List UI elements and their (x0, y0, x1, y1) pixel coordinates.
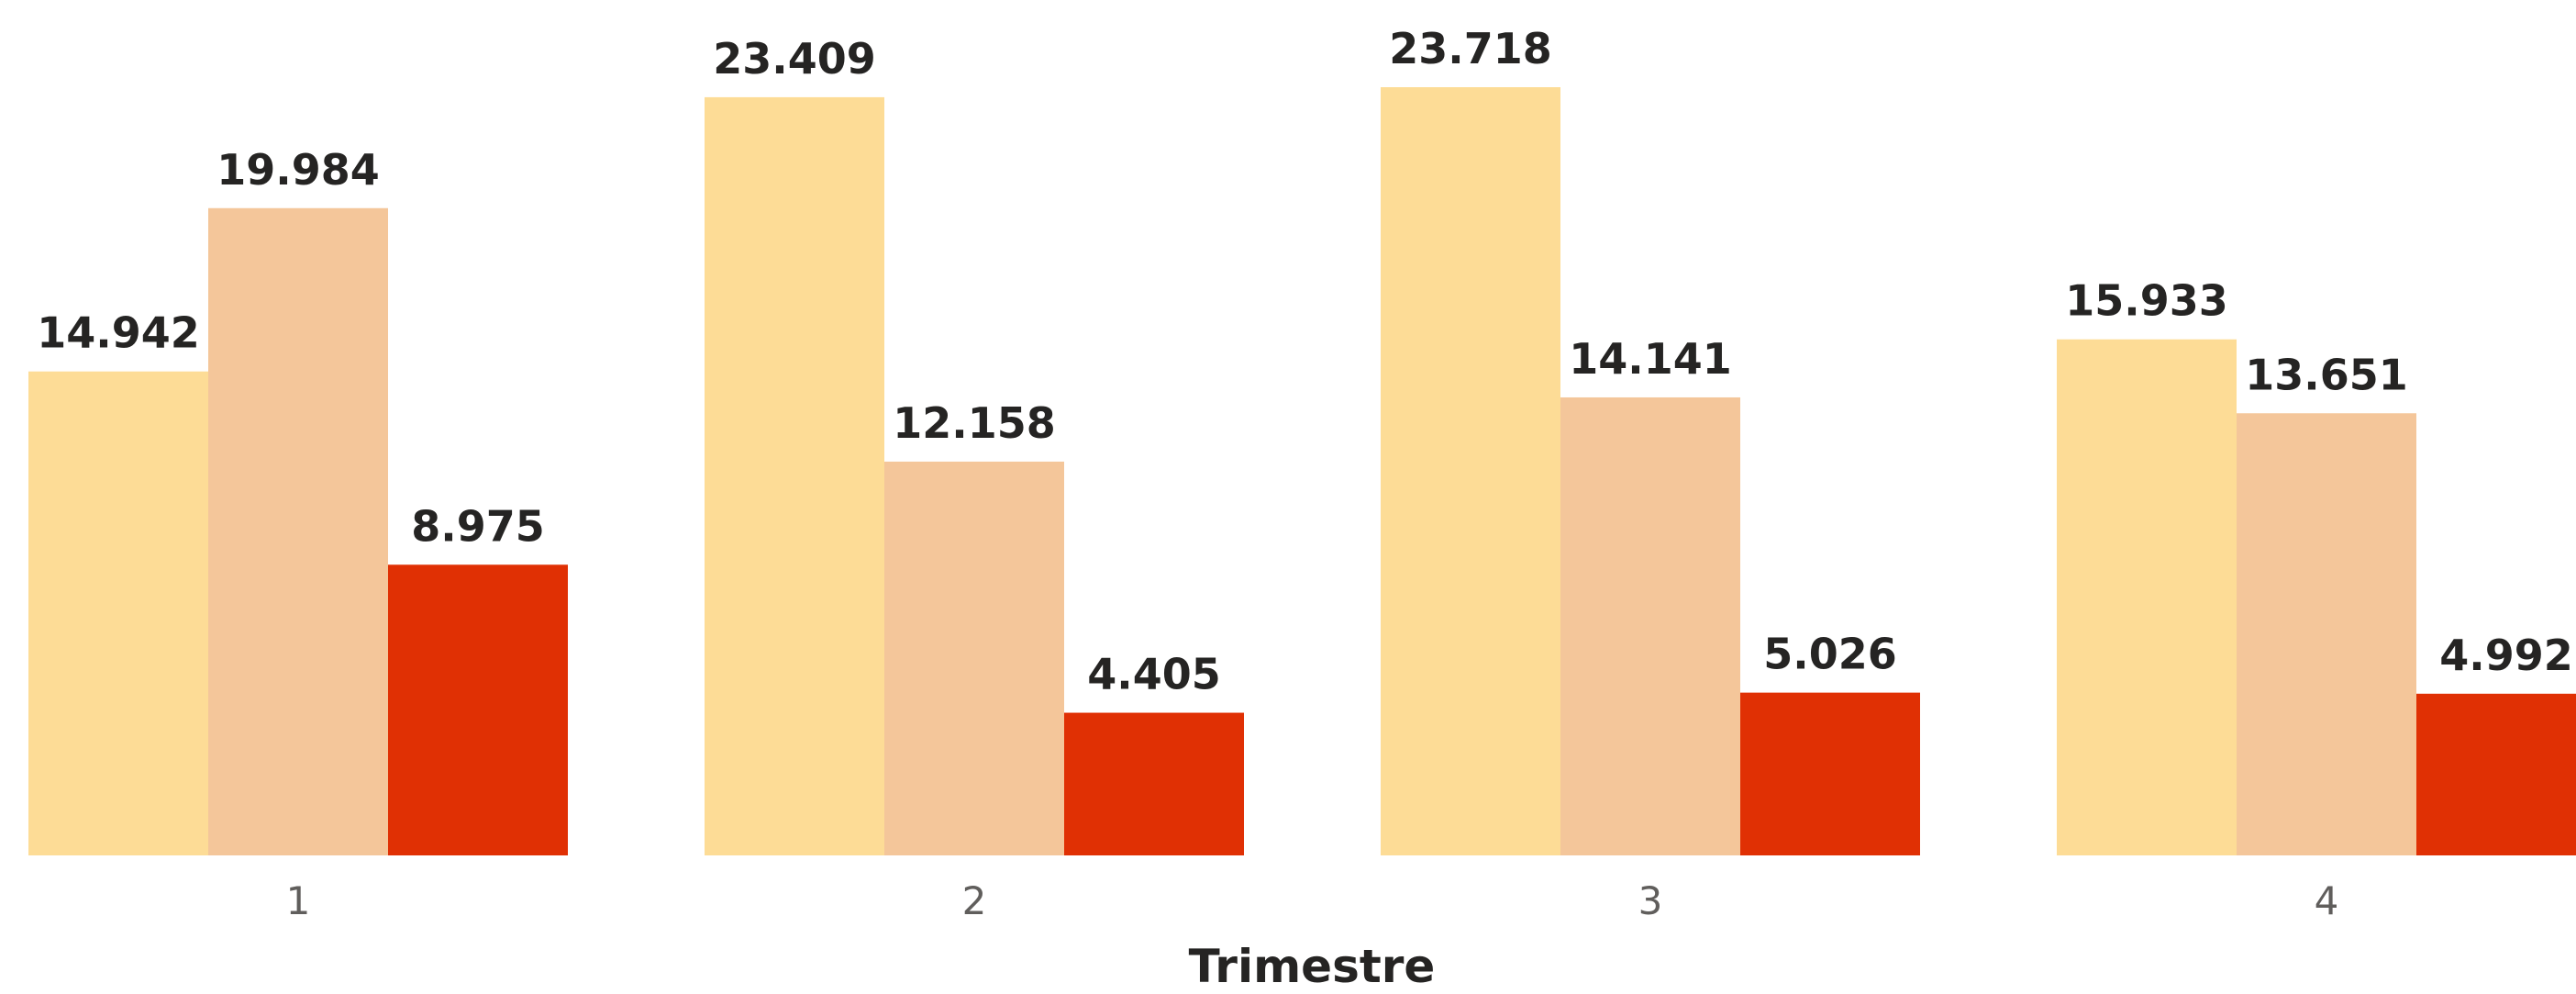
bar-q1-series2 (208, 207, 388, 856)
data-label-q1-series3: 8.975 (411, 501, 545, 551)
data-label-q3-series2: 14.141 (1569, 334, 1732, 384)
bar-q1-series1 (28, 371, 208, 855)
data-label-q4-series1: 15.933 (2065, 276, 2228, 326)
data-label-q3-series3: 5.026 (1763, 630, 1897, 679)
x-tick-label-2: 2 (962, 878, 987, 923)
bar-q2-series1 (705, 96, 884, 856)
data-label-q2-series2: 12.158 (893, 398, 1056, 448)
bar-q4-series2 (2237, 413, 2416, 855)
bar-q3-series2 (1560, 396, 1740, 855)
bar-q1-series3 (388, 564, 568, 855)
data-label-q4-series3: 4.992 (2439, 631, 2573, 680)
data-label-q1-series2: 19.984 (217, 145, 380, 195)
x-tick-label-3: 3 (1638, 878, 1663, 923)
x-axis-title: Trimestre (1189, 940, 1436, 993)
x-tick-label-1: 1 (286, 878, 311, 923)
bar-q3-series3 (1740, 692, 1920, 855)
bar-q2-series2 (884, 461, 1064, 855)
data-labels-layer: 14.942 19.984 8.975 23.409 12.158 4.405 23.718… (37, 24, 2573, 699)
x-axis-ticks: 1 2 3 4 (286, 878, 2339, 923)
data-label-q2-series3: 4.405 (1087, 650, 1221, 699)
bar-q3-series1 (1381, 87, 1560, 855)
bar-q4-series3 (2416, 693, 2576, 855)
bar-q2-series3 (1064, 712, 1244, 855)
data-label-q1-series1: 14.942 (37, 308, 200, 358)
data-label-q2-series1: 23.409 (713, 34, 876, 84)
x-tick-label-4: 4 (2315, 878, 2339, 923)
bars-layer (28, 87, 2576, 856)
bar-q4-series1 (2057, 339, 2237, 855)
data-label-q3-series1: 23.718 (1389, 24, 1552, 73)
data-label-q4-series2: 13.651 (2245, 350, 2408, 399)
